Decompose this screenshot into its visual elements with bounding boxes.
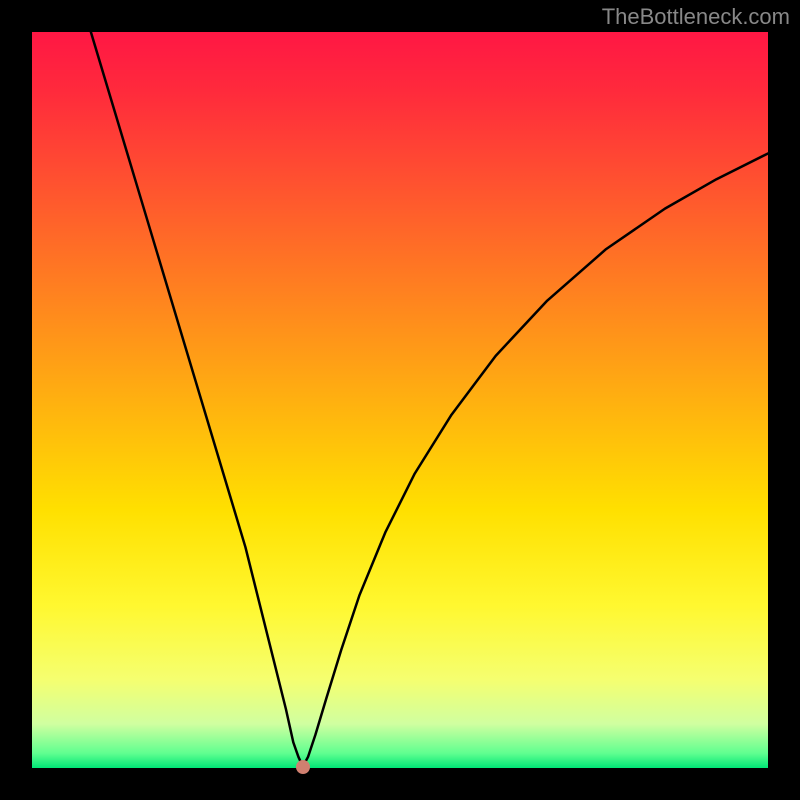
chart-plot-area bbox=[32, 32, 768, 768]
vertex-marker bbox=[296, 760, 310, 774]
watermark-text: TheBottleneck.com bbox=[602, 4, 790, 30]
bottleneck-curve bbox=[32, 32, 768, 768]
